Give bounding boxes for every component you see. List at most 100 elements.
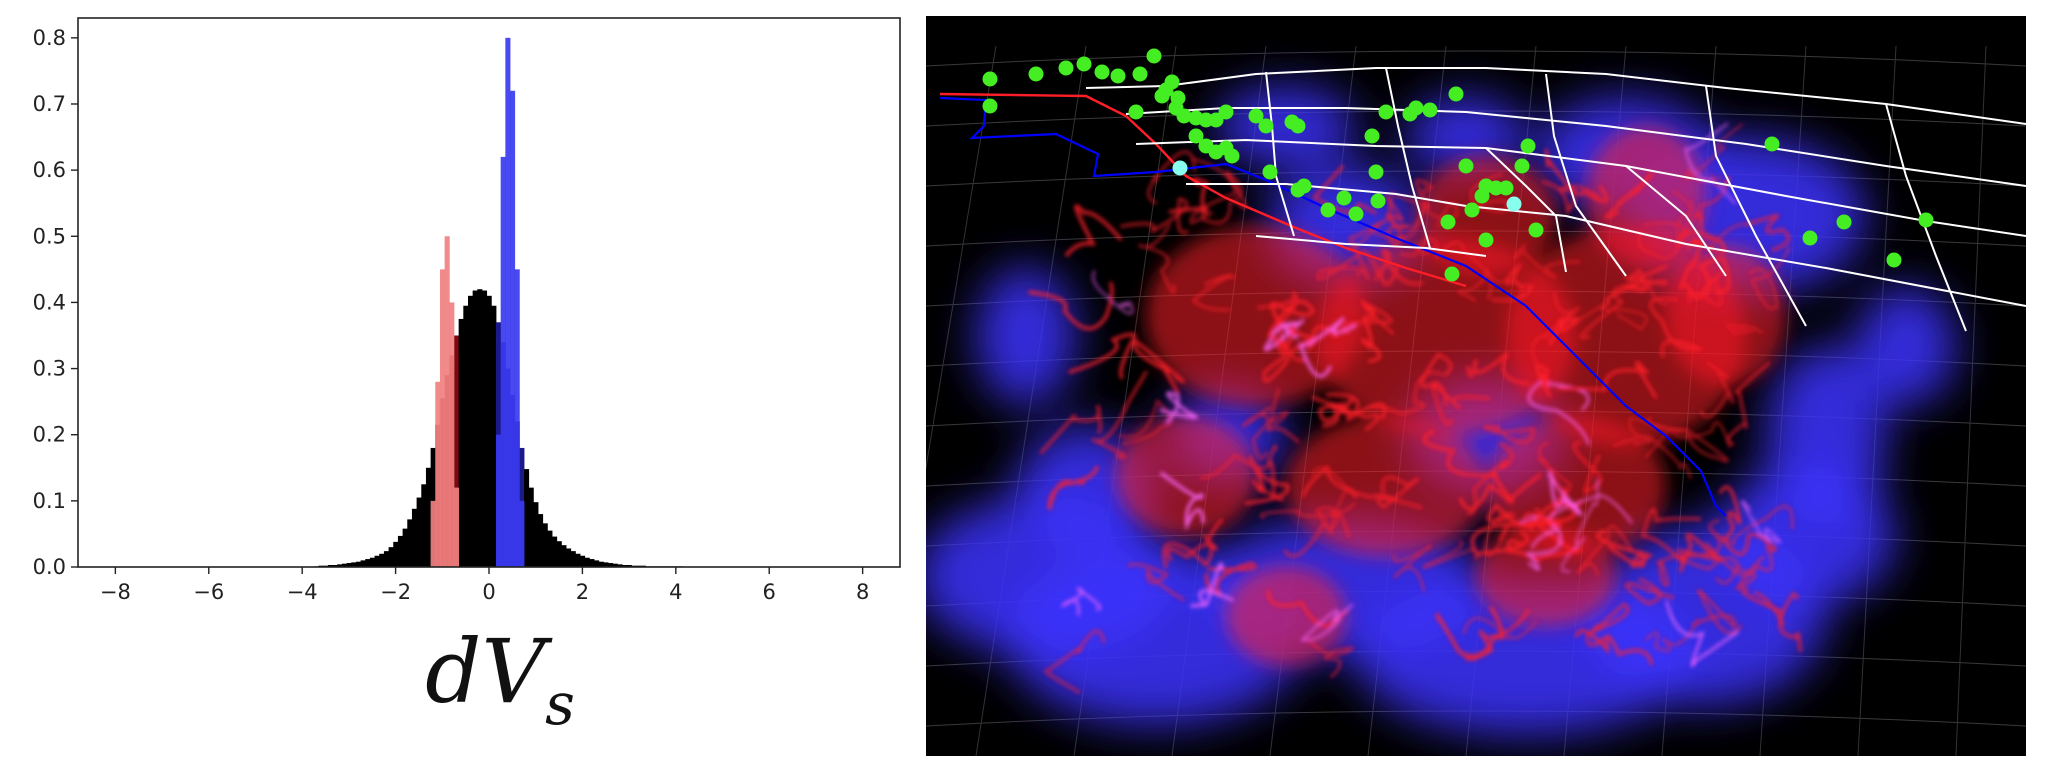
histogram-bar: [449, 302, 455, 567]
station-marker: [1262, 164, 1278, 180]
negative-anomaly-filament: [1523, 501, 1573, 532]
station-marker: [1370, 193, 1386, 209]
negative-anomaly-filament: [1298, 316, 1357, 378]
histogram-bar: [598, 561, 604, 567]
negative-anomaly-filament: [1435, 605, 1505, 658]
histogram-bar: [496, 434, 502, 567]
negative-anomaly-filament: [1576, 301, 1648, 331]
negative-anomaly-filament: [1091, 370, 1148, 459]
negative-anomaly-filament: [1307, 638, 1356, 679]
negative-anomaly-filament: [1531, 291, 1580, 367]
x-tick-label: −4: [287, 580, 318, 604]
station-marker: [1498, 180, 1514, 196]
station-markers: [982, 48, 1934, 282]
histogram-bar: [346, 563, 352, 567]
negative-anomaly-filament: [1741, 500, 1783, 544]
negative-velocity-filaments: [1028, 122, 1802, 694]
station-marker: [1164, 74, 1180, 90]
negative-anomaly-filament: [1629, 416, 1684, 445]
negative-anomaly-region: [1316, 236, 1576, 436]
histogram-bar: [463, 305, 469, 567]
negative-anomaly-filament: [1726, 324, 1765, 336]
histogram-bar: [332, 565, 338, 567]
histogram-bar: [547, 530, 553, 567]
negative-anomaly-filament: [1166, 518, 1224, 562]
negative-anomaly-filament: [1715, 543, 1773, 585]
y-tick-label: 0.7: [33, 92, 66, 116]
station-marker: [1110, 68, 1126, 84]
negative-anomaly-filament: [1665, 600, 1739, 668]
station-marker: [1408, 100, 1424, 116]
volume-rendering-image: [926, 45, 2026, 756]
station-marker: [1172, 160, 1188, 176]
negative-anomaly-filament: [1705, 542, 1766, 591]
station-marker: [1058, 60, 1074, 76]
station-marker: [1258, 118, 1274, 134]
negative-anomaly-filament: [1044, 630, 1105, 694]
histogram-bar: [626, 565, 632, 567]
y-tick-label: 0.4: [33, 290, 66, 314]
negative-anomaly-filament: [1312, 164, 1377, 215]
negative-anomaly-filament: [1678, 237, 1702, 299]
station-marker: [1224, 148, 1240, 164]
negative-anomaly-filament: [1199, 445, 1278, 479]
negative-anomaly-filament: [1168, 177, 1210, 216]
station-marker: [1132, 66, 1148, 82]
negative-anomaly-filament: [1392, 544, 1432, 592]
histogram-bar: [561, 545, 567, 567]
x-tick-label: −6: [193, 580, 224, 604]
negative-anomaly-filament: [1718, 485, 1742, 542]
negative-anomaly-filament: [1092, 270, 1134, 315]
histogram-bar: [351, 562, 357, 567]
x-tick-label: −8: [100, 580, 131, 604]
station-marker: [1218, 104, 1234, 120]
station-marker: [1290, 118, 1306, 134]
negative-anomaly-filament: [1527, 381, 1591, 446]
histogram-bar: [355, 561, 361, 567]
negative-anomaly-filament: [1513, 243, 1581, 279]
y-tick-label: 0.3: [33, 357, 66, 381]
negative-anomaly-filament: [1462, 617, 1538, 640]
negative-anomaly-filament: [1384, 196, 1411, 249]
y-tick-label: 0.8: [33, 26, 66, 50]
negative-anomaly-filament: [1466, 351, 1530, 386]
negative-anomaly-filament: [1574, 629, 1654, 666]
negative-anomaly-filament: [1263, 318, 1305, 352]
station-marker: [1528, 222, 1544, 238]
negative-anomaly-filament: [1464, 608, 1531, 661]
histogram-bar: [453, 335, 460, 567]
negative-anomaly-region: [1666, 246, 1786, 386]
station-marker: [1146, 48, 1162, 64]
negative-anomaly-filament: [1684, 122, 1737, 205]
histogram-bar: [444, 236, 450, 568]
histogram-bar: [514, 269, 520, 567]
histogram-bar: [369, 557, 375, 567]
station-marker: [1478, 232, 1494, 248]
negative-anomaly-filament: [1061, 587, 1102, 616]
histogram-bar: [589, 559, 595, 567]
histogram-axes: −8 −6 −4 −2 0 2 4 6 8 0.0 0.1 0.2 0.3 0.4 0.5 0.6 0.7 0.8: [33, 17, 901, 604]
histogram-bar: [411, 508, 418, 567]
negative-anomaly-filament: [1301, 464, 1396, 501]
negative-anomaly-filament: [1455, 266, 1493, 303]
negative-anomaly-region: [1586, 126, 1706, 266]
station-marker: [1364, 128, 1380, 144]
histogram-bar: [481, 290, 488, 567]
histogram-bar: [524, 469, 530, 567]
negative-anomaly-filament: [1028, 281, 1114, 331]
negative-anomaly-filament: [1557, 360, 1658, 400]
negative-anomaly-filament: [1699, 361, 1735, 418]
histogram-bar: [425, 467, 432, 567]
histogram-bar: [430, 500, 436, 567]
x-tick-label: 6: [763, 580, 776, 604]
negative-anomaly-filament: [1422, 429, 1515, 505]
station-marker: [1208, 112, 1224, 128]
negative-anomaly-filament: [1648, 415, 1729, 462]
negative-velocity-anomaly: [1116, 126, 1786, 666]
histogram-bar: [472, 290, 478, 567]
y-tick-label: 0.2: [33, 423, 66, 447]
histogram-bar: [365, 559, 371, 567]
negative-anomaly-filament: [1637, 211, 1702, 260]
station-marker: [1802, 230, 1818, 246]
negative-anomaly-filament: [1625, 577, 1674, 605]
